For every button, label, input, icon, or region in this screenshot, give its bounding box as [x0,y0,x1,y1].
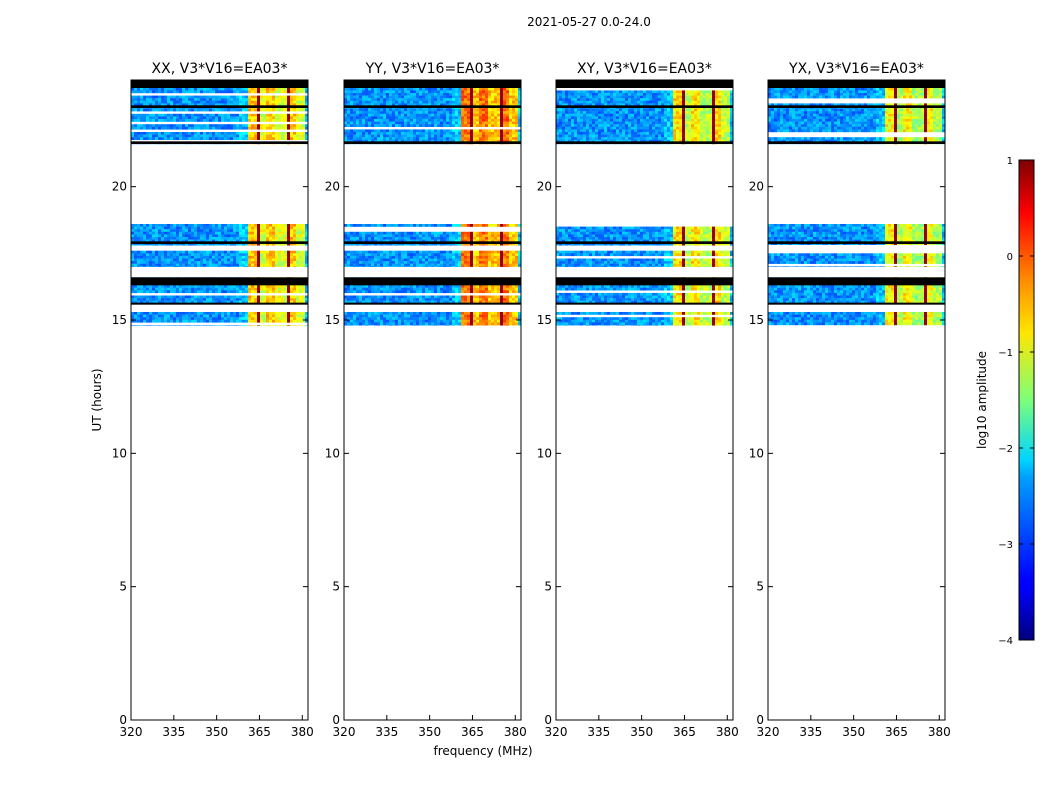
colorbar-tick-label: 0 [1007,252,1013,263]
x-tick-label: 380 [291,725,314,739]
flagged-row [131,241,308,244]
x-tick-label: 320 [757,725,780,739]
x-axis-label: frequency (MHz) [433,744,532,758]
flagged-row [131,105,308,108]
y-tick-label: 0 [332,713,340,727]
flagged-row [344,80,521,88]
panel-1: XX, V3*V16=EA03* 320 335 350 365 380 0 5 10 15 20 [112,61,314,739]
x-tick-label: 380 [716,725,739,739]
y-tick-label: 5 [756,580,764,594]
x-tick-label: 335 [375,725,398,739]
axes-frame [343,79,522,721]
colorbar-ticks: 1 0 −1 −2 −3 −4 [998,156,1034,647]
y-tick-label: 5 [544,580,552,594]
flagged-row [556,80,733,88]
flagged-row [768,277,945,286]
y-tick-label: 5 [332,580,340,594]
x-tick-label: 380 [928,725,951,739]
x-tick-label: 350 [418,725,441,739]
colorbar-tick-label: −1 [998,348,1013,359]
y-tick-label: 10 [749,446,764,460]
x-tick-label: 350 [842,725,865,739]
colorbar-label: log10 amplitude [975,351,989,449]
flagged-row [131,302,308,305]
y-tick-label: 10 [537,446,552,460]
x-tick-label: 350 [205,725,228,739]
flagged-row [344,105,521,108]
flagged-row [768,80,945,88]
flagged-row [768,141,945,144]
x-tick-label: 380 [504,725,527,739]
flagged-row [131,80,308,88]
plot-area [131,80,308,720]
colorbar-tick-label: −2 [998,444,1013,455]
axes-frame [130,79,309,721]
y-tick-label: 20 [537,180,552,194]
flagged-row [131,277,308,286]
x-tick-label: 320 [545,725,568,739]
panel-title: YY, V3*V16=EA03* [365,61,500,77]
y-axis-label: UT (hours) [90,368,104,431]
x-tick-label: 335 [799,725,822,739]
flagged-row [344,277,521,286]
flagged-row [768,241,945,244]
y-tick-label: 5 [119,580,127,594]
x-tick-label: 365 [461,725,484,739]
y-tick-label: 20 [325,180,340,194]
panel-title: XY, V3*V16=EA03* [577,61,712,77]
x-tick-label: 350 [630,725,653,739]
plot-area [768,80,945,720]
flagged-row [131,141,308,144]
panel-title: XX, V3*V16=EA03* [152,61,288,77]
plot-area [344,80,521,720]
y-tick-label: 0 [544,713,552,727]
x-tick-label: 365 [248,725,271,739]
colorbar: 1 0 −1 −2 −3 −4 log10 amplitude [975,156,1035,647]
y-tick-label: 10 [325,446,340,460]
y-tick-label: 20 [112,180,127,194]
colorbar-tick-label: −3 [998,540,1013,551]
flagged-row [768,105,945,108]
panels: XX, V3*V16=EA03*320 335 350 365 38005101520Y… [112,61,951,739]
y-tick-label: 10 [112,446,127,460]
flagged-row [768,302,945,305]
colorbar-tick-label: −4 [998,636,1013,647]
x-tick-label: 365 [673,725,696,739]
x-tick-label: 365 [885,725,908,739]
x-tick-label: 335 [162,725,185,739]
y-tick-label: 20 [749,180,764,194]
colorbar-gradient [1018,159,1035,641]
figure-title: 2021-05-27 0.0-24.0 [527,15,651,29]
flagged-row [556,141,733,144]
flagged-row [344,141,521,144]
flagged-row [556,241,733,244]
x-tick-label: 335 [587,725,610,739]
x-tick-label: 320 [333,725,356,739]
y-tick-label: 15 [537,313,552,327]
y-tick-label: 15 [749,313,764,327]
colorbar-tick-label: 1 [1007,156,1013,167]
y-tick-label: 15 [112,313,127,327]
axes-frame [767,79,946,721]
heatmap [556,80,734,326]
y-tick-label: 0 [756,713,764,727]
panel-title: YX, V3*V16=EA03* [788,61,924,77]
flagged-row [344,302,521,305]
panel-2: YY, V3*V16=EA03* 320 335 350 365 380 0 5 10 15 20 [325,61,527,739]
axes-frame [555,79,734,721]
flagged-row [556,277,733,286]
flagged-row [556,302,733,305]
y-tick-label: 0 [119,713,127,727]
x-tick-label: 320 [120,725,143,739]
y-tick-label: 15 [325,313,340,327]
panel-4: YX, V3*V16=EA03* 320 335 350 365 380 0 5 10 15 20 [749,61,951,739]
flagged-row [344,241,521,244]
plot-area [556,80,733,720]
flagged-row [556,105,733,108]
panel-3: XY, V3*V16=EA03* 320 335 350 365 380 0 5 10 15 20 [537,61,739,739]
